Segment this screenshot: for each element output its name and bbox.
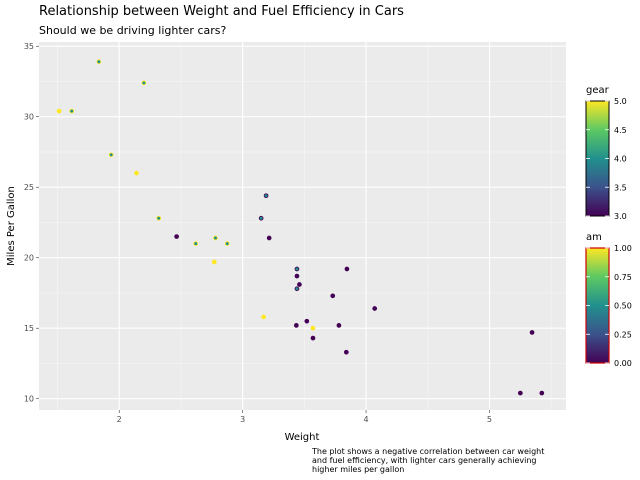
gear-legend-title: gear — [586, 85, 610, 96]
data-point — [141, 80, 147, 86]
data-point — [330, 293, 336, 299]
y-tick-label: 25 — [24, 183, 34, 192]
major-gridlines — [39, 42, 566, 410]
data-points — [56, 59, 545, 396]
data-point — [266, 235, 272, 241]
gear-legend-ticks: 3.0 3.5 4.0 4.5 5.0 — [586, 97, 627, 221]
legend-tick-label: 3.0 — [614, 212, 627, 221]
data-point — [297, 282, 302, 287]
legend-tick-label: 4.5 — [614, 126, 627, 135]
x-tick-label: 5 — [487, 415, 492, 424]
data-point — [517, 390, 523, 396]
minor-gridlines — [39, 42, 566, 410]
x-axis-title: Weight — [285, 432, 320, 443]
plot-panel — [39, 42, 566, 410]
data-point — [258, 215, 264, 221]
legend-tick-label: 1.00 — [614, 244, 632, 253]
data-point — [211, 259, 217, 265]
data-point — [294, 286, 300, 292]
x-tick-label: 3 — [240, 415, 245, 424]
data-point — [344, 266, 350, 272]
y-tick-label: 20 — [24, 254, 34, 263]
am-legend-ticks: 0.00 0.25 0.50 0.75 1.00 — [586, 244, 632, 368]
y-axis-title: Miles Per Gallon — [6, 186, 17, 266]
data-point — [156, 215, 162, 221]
y-tick-label: 15 — [24, 324, 34, 333]
legend-tick-label: 0.75 — [614, 273, 632, 282]
data-point — [304, 318, 310, 324]
legend-tick-label: 0.00 — [614, 359, 632, 368]
data-point — [56, 108, 62, 114]
chart-caption: The plot shows a negative correlation be… — [312, 447, 582, 474]
data-point — [294, 266, 300, 272]
x-tick-label: 4 — [364, 415, 369, 424]
data-point — [310, 325, 316, 331]
data-point — [539, 390, 545, 396]
legend-tick-label: 3.5 — [614, 183, 627, 192]
data-point — [261, 314, 266, 320]
data-point — [69, 108, 75, 114]
chart-title: Relationship between Weight and Fuel Eff… — [39, 4, 404, 19]
data-point — [174, 234, 179, 239]
data-point — [529, 330, 535, 335]
data-point — [336, 323, 342, 328]
data-point — [310, 335, 316, 341]
data-point — [343, 349, 349, 355]
y-tick-label: 35 — [24, 42, 34, 51]
caption-line: and fuel efficiency, with lighter cars g… — [312, 456, 537, 465]
legend-tick-label: 0.25 — [614, 330, 632, 339]
y-axis-ticks: 10 15 20 25 30 35 — [24, 42, 39, 404]
data-point — [108, 152, 114, 158]
am-legend-title: am — [586, 232, 602, 243]
data-point — [263, 193, 269, 199]
data-point — [193, 241, 199, 246]
legend-tick-label: 0.50 — [614, 302, 632, 311]
x-axis-ticks: 2 3 4 5 — [117, 410, 492, 424]
data-point — [294, 273, 300, 279]
y-tick-label: 10 — [24, 395, 34, 404]
data-point — [134, 170, 139, 176]
data-point — [224, 241, 230, 246]
y-tick-label: 30 — [24, 113, 34, 122]
data-point — [213, 235, 218, 241]
x-tick-label: 2 — [117, 415, 122, 424]
caption-line: higher miles per gallon — [312, 465, 405, 474]
data-point — [372, 306, 378, 311]
data-point — [96, 59, 102, 65]
chart-subtitle: Should we be driving lighter cars? — [39, 24, 227, 37]
data-point — [293, 323, 299, 328]
caption-line: The plot shows a negative correlation be… — [312, 447, 545, 456]
legend-tick-label: 5.0 — [614, 97, 627, 106]
legend-tick-label: 4.0 — [614, 155, 627, 164]
